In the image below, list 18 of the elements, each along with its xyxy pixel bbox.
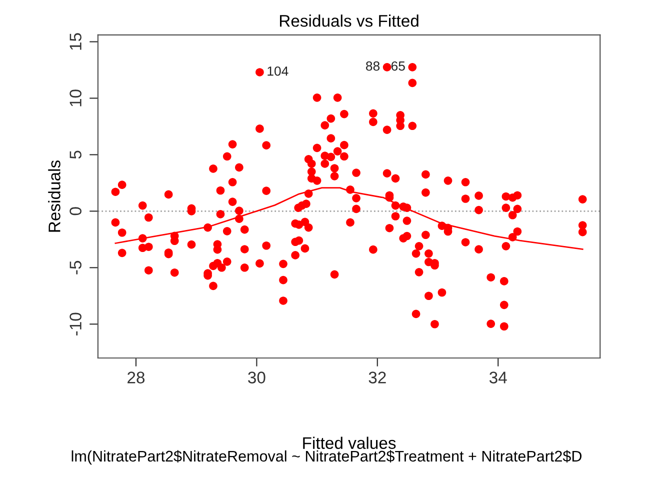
x-tick-label: 30 bbox=[248, 372, 266, 384]
x-tick-label: 32 bbox=[368, 372, 386, 384]
y-tick-label: 5 bbox=[70, 150, 82, 159]
y-axis-title: Residuals bbox=[48, 160, 60, 232]
chart-title: Residuals vs Fitted bbox=[280, 14, 418, 27]
y-tick-label: 15 bbox=[70, 33, 82, 50]
y-tick-label: -10 bbox=[70, 312, 82, 336]
y-tick-label: 10 bbox=[70, 90, 82, 106]
text: lm(NitratePart2$NitrateRemoval ~ NitratePart2$Treatment + NitratePart2$D bbox=[72, 450, 582, 465]
x-axis-title: Fitted values bbox=[303, 436, 396, 449]
x-tick-label: 34 bbox=[489, 372, 507, 384]
annotation: 104 bbox=[268, 66, 288, 76]
y-tick-label: -5 bbox=[70, 260, 82, 274]
x-tick-label: 28 bbox=[128, 372, 145, 384]
annotation: 88 bbox=[366, 61, 380, 71]
line-series bbox=[114, 187, 584, 250]
annotation: 65 bbox=[391, 61, 405, 71]
y-tick-label: 0 bbox=[70, 207, 82, 216]
